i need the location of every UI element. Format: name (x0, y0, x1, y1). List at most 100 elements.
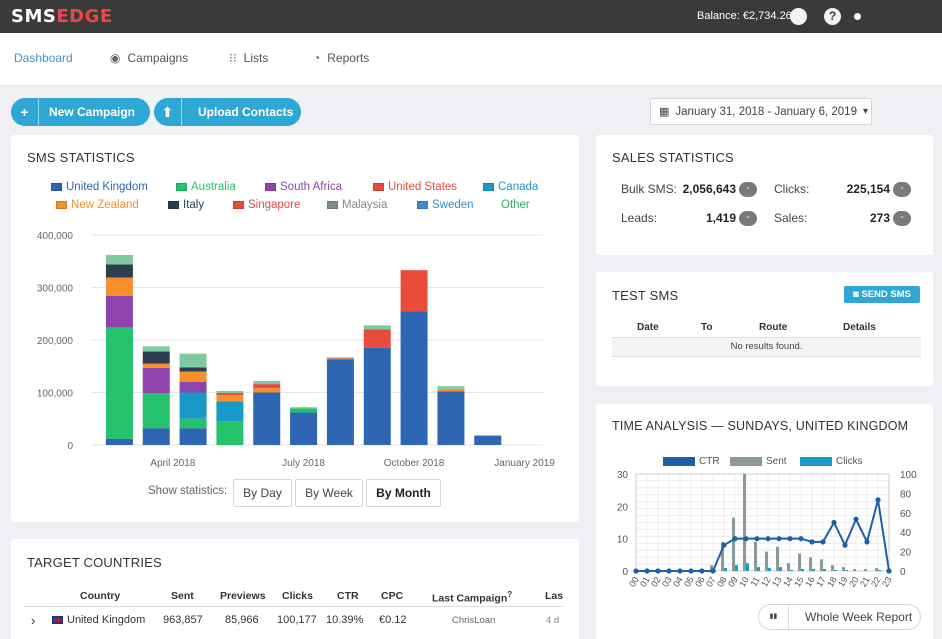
legend-label: Canada (498, 181, 539, 193)
logo[interactable]: SMSEDGE (11, 6, 113, 27)
col-last-campaign[interactable]: Last Campaign? (432, 590, 512, 605)
time-legend-item[interactable]: CTR (663, 456, 720, 467)
legend-item[interactable]: New Zealand (56, 199, 139, 211)
nav-lists[interactable]: ⁝⁝ Lists (229, 51, 268, 65)
menu-dot-icon[interactable] (854, 13, 861, 20)
plus-icon: + (11, 98, 39, 126)
send-sms-label: SEND SMS (861, 289, 911, 300)
nav-lists-label: Lists (243, 51, 269, 65)
ctr-point (853, 516, 859, 522)
clicks-bar (746, 563, 749, 571)
balance-text[interactable]: Balance: €2,734.26 (697, 10, 792, 22)
legend-item[interactable]: United Kingdom (51, 181, 148, 193)
nav-campaigns[interactable]: ◉ Campaigns (110, 51, 188, 65)
x-tick-label: April 2018 (150, 458, 195, 469)
upload-contacts-button[interactable]: ⬆ Upload Contacts (154, 98, 301, 126)
legend-item[interactable]: Canada (483, 181, 538, 193)
ctr-point (776, 536, 782, 542)
x-tick-label: 05 (682, 575, 696, 589)
help-icon[interactable]: ? (824, 8, 841, 25)
col-previews[interactable]: Previews (220, 590, 266, 602)
col-details[interactable]: Details (843, 322, 876, 333)
sent-bar (842, 567, 845, 571)
whole-week-report-button[interactable]: ▮▮ Whole Week Report (758, 604, 921, 630)
x-tick-label: 10 (737, 575, 751, 589)
leads-badge[interactable]: - (739, 211, 757, 226)
ctr-point (732, 536, 738, 542)
x-tick-label: 09 (726, 575, 740, 589)
legend-item[interactable]: United States (373, 181, 457, 193)
bar-segment (326, 359, 354, 445)
nav-dashboard[interactable]: Dashboard (14, 51, 73, 65)
bar-segment (216, 421, 244, 445)
clicks-bar (878, 570, 881, 571)
legend-item[interactable]: Singapore (233, 199, 300, 211)
row-sent: 963,857 (163, 614, 203, 626)
bar-segment (179, 392, 207, 419)
sales-badge[interactable]: - (893, 211, 911, 226)
legend-label: Italy (183, 199, 205, 211)
legend-item[interactable]: Australia (176, 181, 236, 193)
bar-segment (290, 407, 318, 409)
flag-icon (327, 201, 338, 209)
time-legend-item[interactable]: Clicks (800, 456, 863, 467)
y-left-tick: 10 (617, 535, 629, 546)
sent-bar (743, 474, 746, 571)
y-right-tick: 60 (900, 509, 912, 520)
ctr-point (633, 568, 639, 574)
date-range-label: January 31, 2018 - January 6, 2019 (675, 105, 857, 118)
legend-item[interactable]: Sweden (417, 199, 474, 211)
sent-bar (787, 563, 790, 571)
ctr-point (677, 568, 683, 574)
new-campaign-button[interactable]: + New Campaign (11, 98, 150, 126)
expand-row-icon[interactable]: › (31, 613, 36, 628)
bulk-sms-value: 2,056,643 (682, 182, 736, 196)
legend-label: United Kingdom (66, 181, 148, 193)
legend-label: New Zealand (71, 199, 139, 211)
show-statistics-label: Show statistics: (148, 485, 228, 497)
by-week-button[interactable]: By Week (295, 479, 363, 507)
leads-label: Leads: (621, 211, 658, 225)
legend-item[interactable]: South Africa (265, 181, 342, 193)
col-cpc[interactable]: CPC (381, 590, 404, 602)
col-ctr[interactable]: CTR (337, 590, 359, 602)
row-last-campaign[interactable]: ChrisLoan (452, 615, 496, 626)
info-icon[interactable]: ? (507, 590, 513, 599)
col-country[interactable]: Country (80, 590, 121, 602)
bar-segment (253, 380, 281, 385)
nav-reports[interactable]: ◔ Reports (313, 51, 369, 65)
bulk-sms-badge[interactable]: - (739, 182, 757, 197)
avatar[interactable] (790, 8, 807, 25)
bar-segment (216, 395, 244, 402)
bar-segment (216, 390, 244, 394)
col-date[interactable]: Date (637, 322, 659, 333)
bar-segment (105, 327, 133, 439)
legend-item[interactable]: Other (501, 199, 530, 211)
x-tick-label: 17 (814, 575, 828, 589)
col-sent[interactable]: Sent (171, 590, 194, 602)
table-row[interactable]: › United Kingdom 963,857 85,966 100,177 … (23, 607, 563, 635)
table-divider (23, 606, 563, 607)
x-tick-label: 00 (627, 575, 641, 589)
by-month-button[interactable]: By Month (366, 479, 441, 507)
nav-campaigns-label: Campaigns (127, 51, 189, 65)
clicks-value: 225,154 (846, 182, 890, 196)
legend-item[interactable]: Malaysia (327, 199, 387, 211)
legend-item[interactable]: Italy (168, 199, 204, 211)
by-day-button[interactable]: By Day (233, 479, 292, 507)
row-ctr: 10.39% (326, 614, 364, 626)
sent-bar (853, 569, 856, 571)
col-last: Las (545, 590, 564, 602)
sales-label: Sales: (774, 211, 808, 225)
date-range-picker[interactable]: ▦ January 31, 2018 - January 6, 2019 ▾ (650, 98, 872, 125)
col-to[interactable]: To (701, 322, 713, 333)
time-legend-item[interactable]: Sent (730, 456, 787, 467)
col-route[interactable]: Route (759, 322, 788, 333)
ctr-point (809, 539, 815, 545)
x-tick-label: 16 (803, 575, 817, 589)
main-nav: Dashboard ◉ Campaigns ⁝⁝ Lists ◔ Reports (0, 33, 942, 86)
send-sms-button[interactable]: ◙ SEND SMS (844, 286, 920, 303)
clicks-badge[interactable]: - (893, 182, 911, 197)
col-clicks[interactable]: Clicks (282, 590, 313, 602)
x-tick-label: 21 (858, 575, 872, 589)
